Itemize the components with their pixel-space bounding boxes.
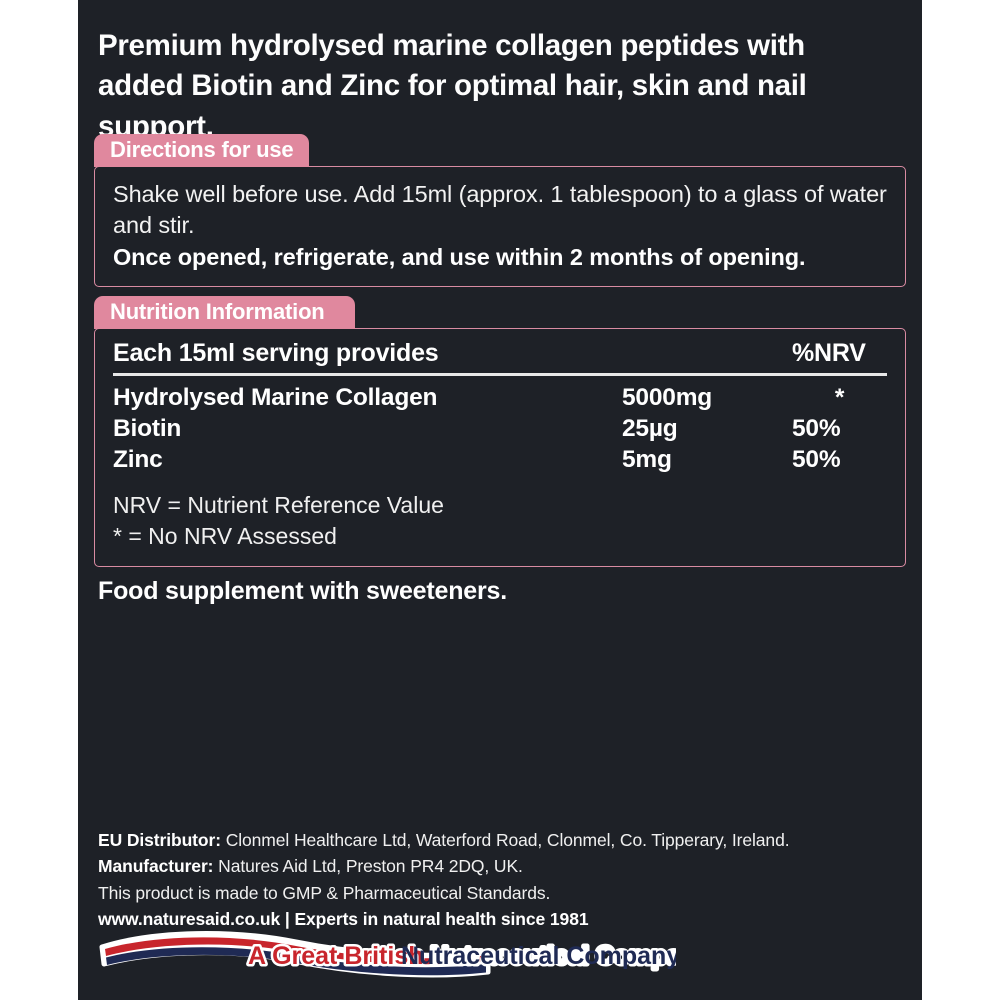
nutrient-amount: 25µg: [622, 414, 678, 442]
product-label-panel: Premium hydrolysed marine collagen pepti…: [78, 0, 922, 1000]
manufacturer-value: Natures Aid Ltd, Preston PR4 2DQ, UK.: [213, 856, 523, 877]
amount-header: [622, 339, 792, 373]
footer-block: EU Distributor: Clonmel Healthcare Ltd, …: [98, 827, 898, 932]
directions-box: Shake well before use. Add 15ml (approx.…: [94, 166, 906, 287]
british-company-logo: A Great British Nutraceutical Company. A…: [96, 926, 676, 978]
nutrient-name: Hydrolysed Marine Collagen: [113, 383, 438, 411]
nutrient-nrv: *: [834, 383, 845, 411]
table-row: Zinc 5mg 50%: [113, 444, 887, 475]
directions-line-1: Shake well before use. Add 15ml (approx.…: [113, 181, 887, 239]
nutrition-table: Each 15ml serving provides %NRV: [113, 339, 887, 373]
nutrient-amount: 5000mg: [622, 383, 713, 411]
nutrition-table-header-row: Each 15ml serving provides %NRV: [113, 339, 887, 373]
nutrition-notes: NRV = Nutrient Reference Value * = No NR…: [113, 490, 887, 552]
nutrient-nrv: 50%: [792, 446, 841, 474]
nutrition-values-table: Hydrolysed Marine Collagen 5000mg * Biot…: [113, 382, 887, 476]
nutrient-nrv: 50%: [792, 414, 841, 442]
nutrient-name: Zinc: [113, 446, 163, 474]
header-divider: [113, 373, 887, 376]
nrv-definition-note: NRV = Nutrient Reference Value: [113, 491, 444, 518]
directions-section: Directions for use Shake well before use…: [94, 134, 906, 287]
logo-text-navy: Nutraceutical Company.: [401, 942, 676, 970]
directions-tab-label: Directions for use: [94, 134, 310, 167]
table-row: Biotin 25µg 50%: [113, 413, 887, 444]
website-line: www.naturesaid.co.uk | Experts in natura…: [98, 908, 589, 929]
flag-ribbon-icon: A Great British Nutraceutical Company. A…: [99, 931, 676, 978]
asterisk-note: * = No NRV Assessed: [113, 522, 337, 549]
nrv-header: %NRV: [792, 339, 866, 367]
standards-line: This product is made to GMP & Pharmaceut…: [98, 882, 551, 903]
manufacturer-line: Manufacturer: Natures Aid Ltd, Preston P…: [98, 853, 898, 879]
nutrition-box: Each 15ml serving provides %NRV Hydrolys…: [94, 328, 906, 567]
logo-text-red: A Great British: [248, 942, 424, 970]
page-title: Premium hydrolysed marine collagen pepti…: [98, 29, 807, 143]
serving-header: Each 15ml serving provides: [113, 339, 439, 367]
nutrient-amount: 5mg: [622, 446, 672, 474]
directions-line-2: Once opened, refrigerate, and use within…: [113, 243, 806, 270]
nutrient-name: Biotin: [113, 414, 182, 442]
nutrition-section: Nutrition Information Each 15ml serving …: [94, 296, 906, 567]
distributor-label: EU Distributor:: [98, 830, 221, 850]
distributor-value: Clonmel Healthcare Ltd, Waterford Road, …: [220, 830, 790, 850]
logo-text-outline: A Great British Nutraceutical Company.: [248, 942, 676, 970]
distributor-line: EU Distributor: Clonmel Healthcare Ltd, …: [98, 827, 898, 853]
food-supplement-statement: Food supplement with sweeteners.: [98, 577, 507, 605]
table-row: Hydrolysed Marine Collagen 5000mg *: [113, 382, 887, 413]
nutrition-tab-label: Nutrition Information: [94, 296, 355, 329]
manufacturer-label: Manufacturer:: [98, 856, 214, 877]
